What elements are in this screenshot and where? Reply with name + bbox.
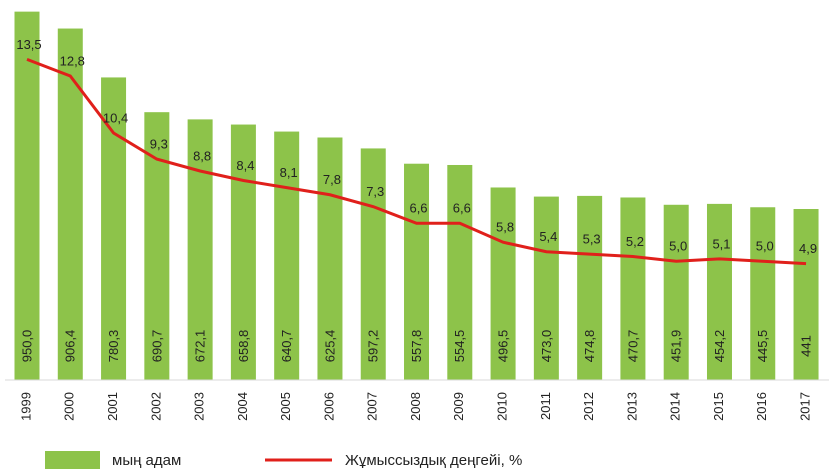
line-value-label: 6,6 — [453, 201, 471, 216]
line — [26, 57, 807, 266]
line-value-label: 8,8 — [193, 148, 211, 163]
bar-value-label: 950,0 — [19, 330, 34, 363]
legend-label: мың адам — [112, 452, 181, 469]
bar-value-label: 473,0 — [539, 330, 554, 363]
x-tick-label: 2001 — [105, 392, 120, 421]
x-tick-label: 2003 — [192, 392, 207, 421]
bar — [404, 163, 430, 380]
x-tick-label: 2012 — [581, 392, 596, 421]
bar — [490, 187, 516, 380]
line-value-label: 5,3 — [583, 232, 601, 247]
x-tick-label: 1999 — [18, 392, 33, 421]
line-value-label: 6,6 — [409, 201, 427, 216]
line-value-label: 10,4 — [103, 110, 128, 125]
bar-value-label: 454,2 — [712, 330, 727, 363]
x-tick-label: 2008 — [408, 392, 423, 421]
bar — [620, 197, 646, 380]
bar-value-label: 557,8 — [409, 330, 424, 363]
x-tick-label: 2007 — [365, 392, 380, 421]
bar-value-label: 597,2 — [366, 330, 381, 363]
bar — [793, 209, 819, 380]
x-tick-label: 2011 — [538, 392, 553, 420]
bar-value-label: 906,4 — [63, 330, 78, 363]
x-tick-label: 2016 — [754, 392, 769, 421]
x-tick-label: 2006 — [321, 392, 336, 421]
bar-value-label: 690,7 — [149, 330, 164, 363]
bar — [750, 207, 776, 380]
line-value-label: 5,1 — [712, 236, 730, 251]
line-value-label: 7,8 — [323, 172, 341, 187]
bar — [533, 196, 559, 380]
x-tick-label: 2002 — [148, 392, 163, 421]
bar — [274, 131, 300, 380]
bar — [360, 148, 386, 380]
bar-value-label: 470,7 — [625, 330, 640, 363]
bar — [14, 11, 40, 380]
bar-value-label: 441 — [798, 335, 813, 357]
line-value-label: 7,3 — [366, 184, 384, 199]
bar — [57, 28, 83, 380]
bar — [663, 204, 689, 380]
line-value-label: 13,5 — [16, 37, 41, 52]
bar — [187, 119, 213, 380]
bar-value-label: 445,5 — [755, 330, 770, 363]
x-tick-label: 2015 — [711, 392, 726, 421]
bar — [317, 137, 343, 380]
bar-value-label: 451,9 — [669, 330, 684, 363]
x-tick-label: 2014 — [668, 392, 683, 421]
x-tick-label: 2009 — [451, 392, 466, 421]
line-value-label: 4,9 — [799, 241, 817, 256]
line-value-label: 8,4 — [236, 158, 254, 173]
line-value-label: 5,2 — [626, 234, 644, 249]
x-tick-label: 2017 — [797, 392, 812, 421]
bar-value-label: 625,4 — [322, 330, 337, 363]
bar-value-label: 672,1 — [193, 330, 208, 363]
line-value-label: 9,3 — [150, 137, 168, 152]
x-tick-label: 2013 — [624, 392, 639, 421]
bar — [706, 203, 732, 380]
legend-swatch — [45, 451, 100, 469]
line-value-label: 5,8 — [496, 220, 514, 235]
bar-value-label: 496,5 — [496, 330, 511, 363]
bar — [577, 195, 603, 380]
bar — [144, 112, 170, 380]
bar-value-label: 554,5 — [452, 330, 467, 363]
bar — [101, 77, 127, 380]
line-value-label: 5,0 — [669, 239, 687, 254]
x-tick-label: 2010 — [495, 392, 510, 421]
line-value-label: 5,0 — [756, 239, 774, 254]
x-tick-label: 2000 — [62, 392, 77, 421]
bar-value-label: 474,8 — [582, 330, 597, 363]
bar-value-label: 658,8 — [236, 330, 251, 363]
x-tick-label: 2005 — [278, 392, 293, 421]
line-value-label: 12,8 — [60, 53, 85, 68]
legend-label: Жұмыссыздық деңгейі, % — [345, 452, 522, 469]
line-value-label: 5,4 — [539, 229, 557, 244]
bar — [230, 124, 256, 380]
bar — [447, 164, 473, 380]
x-tick-label: 2004 — [235, 392, 250, 421]
bar-value-label: 780,3 — [106, 330, 121, 363]
line-value-label: 8,1 — [280, 165, 298, 180]
bar-value-label: 640,7 — [279, 330, 294, 363]
